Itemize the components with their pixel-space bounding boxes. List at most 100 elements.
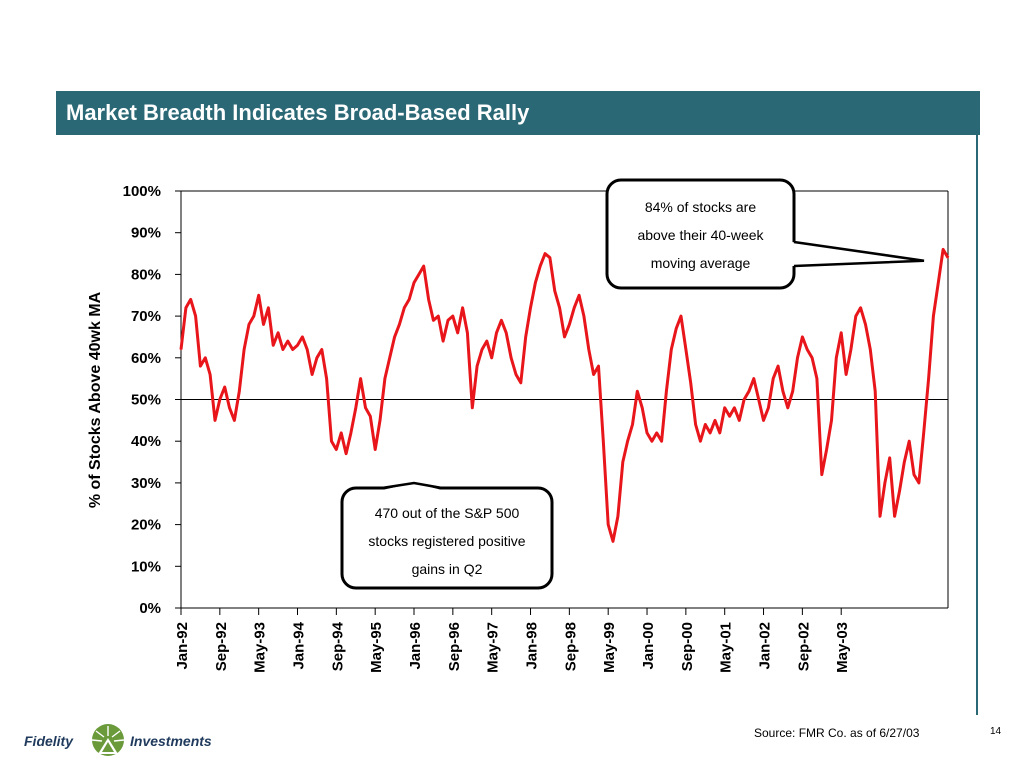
data-point (529, 306, 532, 309)
title-bar: Market Breadth Indicates Broad-Based Ral… (56, 91, 980, 135)
data-point (544, 252, 546, 255)
data-point (796, 357, 799, 359)
data-point (189, 298, 192, 301)
y-tick-label: 0% (139, 600, 161, 617)
data-point (495, 331, 498, 334)
data-point (685, 348, 687, 351)
data-point (558, 306, 561, 309)
x-tick-label: Jan-96 (407, 622, 424, 670)
data-point (811, 357, 813, 359)
data-point (553, 290, 556, 292)
data-point (748, 390, 750, 392)
data-point (597, 365, 600, 367)
data-point (214, 419, 216, 422)
axes: 0% 10% 20% 30% 40% 50% 60% 70% 80% 90% 100% Jan-92 S… (123, 183, 949, 673)
data-point (447, 319, 449, 322)
data-point (918, 482, 920, 484)
data-point (607, 523, 609, 526)
data-point (345, 452, 347, 455)
data-point (354, 407, 357, 409)
data-point (359, 377, 362, 380)
data-point (209, 373, 211, 376)
data-point (830, 419, 833, 422)
data-point (913, 473, 915, 476)
data-point (486, 340, 488, 342)
callouts: 84% of stocks are above their 40-week movi… (340, 178, 925, 590)
x-tick-label: May-99 (601, 622, 618, 673)
data-point (296, 344, 299, 347)
callout-pointer-fill (792, 242, 924, 266)
data-point (655, 432, 658, 434)
data-point (626, 440, 629, 443)
data-point (573, 306, 576, 309)
data-point (587, 348, 590, 351)
x-tick-label: May-95 (368, 622, 385, 673)
data-point (835, 357, 838, 359)
data-point (291, 348, 294, 351)
data-point (738, 419, 741, 422)
data-point (641, 407, 643, 409)
y-tick-label: 50% (131, 392, 161, 409)
data-point (243, 348, 245, 351)
data-point (330, 440, 333, 443)
x-tick-label: Jan-98 (524, 622, 541, 670)
data-point (927, 377, 930, 380)
data-point (194, 315, 197, 317)
data-point (617, 515, 619, 518)
data-point (306, 348, 309, 351)
data-point (845, 373, 847, 376)
y-tick-label: 60% (131, 350, 161, 367)
data-point (578, 294, 580, 297)
data-point (534, 281, 537, 284)
data-point (864, 323, 867, 326)
data-point (418, 273, 420, 276)
x-tick-label: Sep-94 (329, 621, 346, 671)
data-point (272, 344, 275, 347)
logo-word-left: Fidelity (24, 733, 74, 749)
series-layer (179, 247, 950, 543)
data-point (282, 348, 284, 351)
data-point (524, 336, 527, 338)
data-point (549, 256, 551, 259)
data-point (374, 448, 376, 451)
data-point (388, 357, 391, 359)
data-point (801, 336, 804, 338)
data-point (704, 423, 707, 426)
data-point (636, 390, 639, 392)
data-point (204, 357, 207, 359)
data-point (869, 348, 872, 351)
x-tick-label: Sep-00 (679, 622, 696, 671)
data-point (481, 348, 483, 351)
x-tick-label: Sep-98 (562, 622, 579, 671)
callout-text: above their 40-week (637, 227, 764, 243)
callout-text: 84% of stocks are (645, 199, 756, 215)
callout-text: gains in Q2 (412, 561, 483, 577)
data-point (660, 440, 663, 443)
data-point (787, 407, 789, 409)
data-point (185, 306, 187, 309)
right-rule (976, 135, 978, 715)
callout-pointer (793, 240, 925, 268)
data-point (937, 281, 940, 284)
data-point (228, 407, 231, 409)
data-point (520, 382, 522, 384)
data-point (825, 448, 828, 451)
pyramid-icon (91, 724, 125, 756)
data-point (320, 348, 323, 351)
x-tick-label: Jan-00 (640, 622, 657, 670)
x-tick-label: Jan-02 (757, 622, 774, 670)
data-point (583, 315, 585, 317)
source-note: Source: FMR Co. as of 6/27/03 (754, 726, 920, 740)
data-point (398, 323, 401, 326)
x-tick-label: Sep-96 (446, 622, 463, 671)
data-point (199, 365, 202, 367)
logo-word-right: Investments (130, 733, 212, 749)
data-point (942, 248, 944, 251)
callout-pointer-fill (382, 483, 442, 490)
data-point (238, 390, 241, 392)
x-tick-label: Jan-94 (291, 621, 308, 669)
x-tick-label: May-01 (718, 622, 735, 673)
data-point (922, 432, 925, 434)
data-point (850, 348, 852, 351)
fidelity-logo: Fidelity Investments (24, 720, 244, 760)
